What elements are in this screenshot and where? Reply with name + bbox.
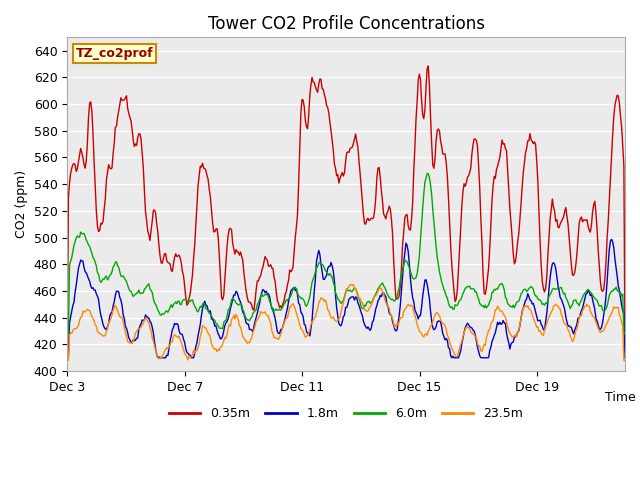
23.5m: [609, 308, 616, 313]
0.35m: [328, 138, 336, 144]
1.8m: [621, 355, 629, 360]
23.5m: [63, 358, 71, 363]
1.8m: [328, 263, 336, 269]
1.8m: [609, 239, 616, 245]
23.5m: [328, 315, 336, 321]
1.8m: [608, 237, 616, 242]
Text: TZ_co2prof: TZ_co2prof: [76, 48, 153, 60]
23.5m: [522, 303, 529, 309]
6.0m: [621, 331, 629, 336]
23.5m: [621, 358, 629, 363]
23.5m: [397, 315, 404, 321]
1.8m: [365, 326, 373, 332]
Line: 23.5m: 23.5m: [67, 284, 625, 360]
1.8m: [520, 301, 528, 307]
6.0m: [332, 289, 339, 295]
1.8m: [396, 312, 403, 318]
23.5m: [332, 318, 339, 324]
23.5m: [366, 304, 374, 310]
Line: 6.0m: 6.0m: [67, 173, 625, 334]
0.35m: [332, 165, 339, 171]
6.0m: [396, 284, 403, 290]
0.35m: [522, 150, 529, 156]
0.35m: [609, 131, 616, 137]
6.0m: [328, 275, 336, 280]
X-axis label: Time: Time: [605, 391, 636, 404]
1.8m: [63, 355, 71, 360]
0.35m: [424, 63, 432, 69]
0.35m: [365, 218, 373, 224]
Line: 1.8m: 1.8m: [67, 240, 625, 358]
Line: 0.35m: 0.35m: [67, 66, 625, 351]
6.0m: [63, 331, 71, 336]
1.8m: [332, 292, 339, 298]
Legend: 0.35m, 1.8m, 6.0m, 23.5m: 0.35m, 1.8m, 6.0m, 23.5m: [164, 402, 528, 425]
23.5m: [348, 281, 355, 287]
6.0m: [365, 299, 373, 304]
6.0m: [423, 170, 431, 176]
Title: Tower CO2 Profile Concentrations: Tower CO2 Profile Concentrations: [207, 15, 484, 33]
0.35m: [621, 348, 629, 354]
0.35m: [63, 348, 71, 354]
6.0m: [522, 287, 529, 292]
0.35m: [396, 293, 403, 299]
6.0m: [609, 288, 616, 294]
Y-axis label: CO2 (ppm): CO2 (ppm): [15, 170, 28, 238]
